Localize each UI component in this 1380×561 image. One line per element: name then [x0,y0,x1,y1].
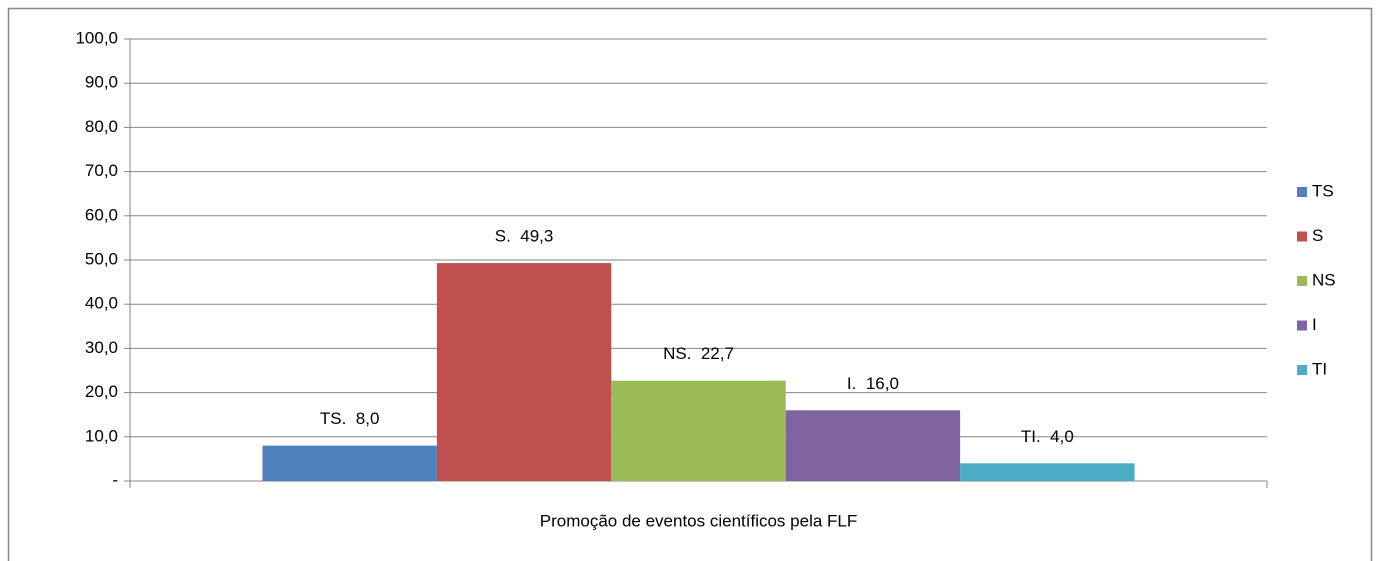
data-label: TS. 8,0 [320,409,380,428]
data-label: NS. 22,7 [663,344,734,363]
y-tick-label: 30,0 [85,338,118,357]
legend-label: TI [1312,359,1327,378]
y-tick-label: 80,0 [85,117,118,136]
bar [960,463,1135,481]
legend-swatch [1297,320,1307,331]
bar [611,380,786,481]
y-tick-label: 40,0 [85,294,118,313]
legend-swatch [1297,187,1307,197]
bar [262,445,437,481]
legend-swatch [1297,276,1307,286]
legend-label: I [1312,315,1317,334]
bar [436,263,612,481]
y-tick-label: 70,0 [85,161,118,180]
y-tick-label: - [112,470,118,489]
legend-swatch [1297,365,1307,375]
y-tick-label: 100,0 [75,28,118,47]
y-tick-label: 20,0 [85,382,118,401]
bar [785,410,961,481]
legend-label: TS [1312,181,1334,200]
y-tick-label: 10,0 [85,426,118,445]
legend-swatch [1297,231,1307,242]
data-label: I. 16,0 [847,374,899,393]
y-tick-label: 50,0 [85,249,118,268]
y-tick-label: 60,0 [85,205,118,224]
legend-label: NS [1312,270,1336,289]
x-tick-label: Promoção de eventos científicos pela FLF [540,511,858,530]
data-label: S. 49,3 [495,227,554,246]
y-tick-label: 90,0 [85,73,118,92]
data-label: TI. 4,0 [1021,427,1074,446]
legend-label: S [1312,226,1323,245]
